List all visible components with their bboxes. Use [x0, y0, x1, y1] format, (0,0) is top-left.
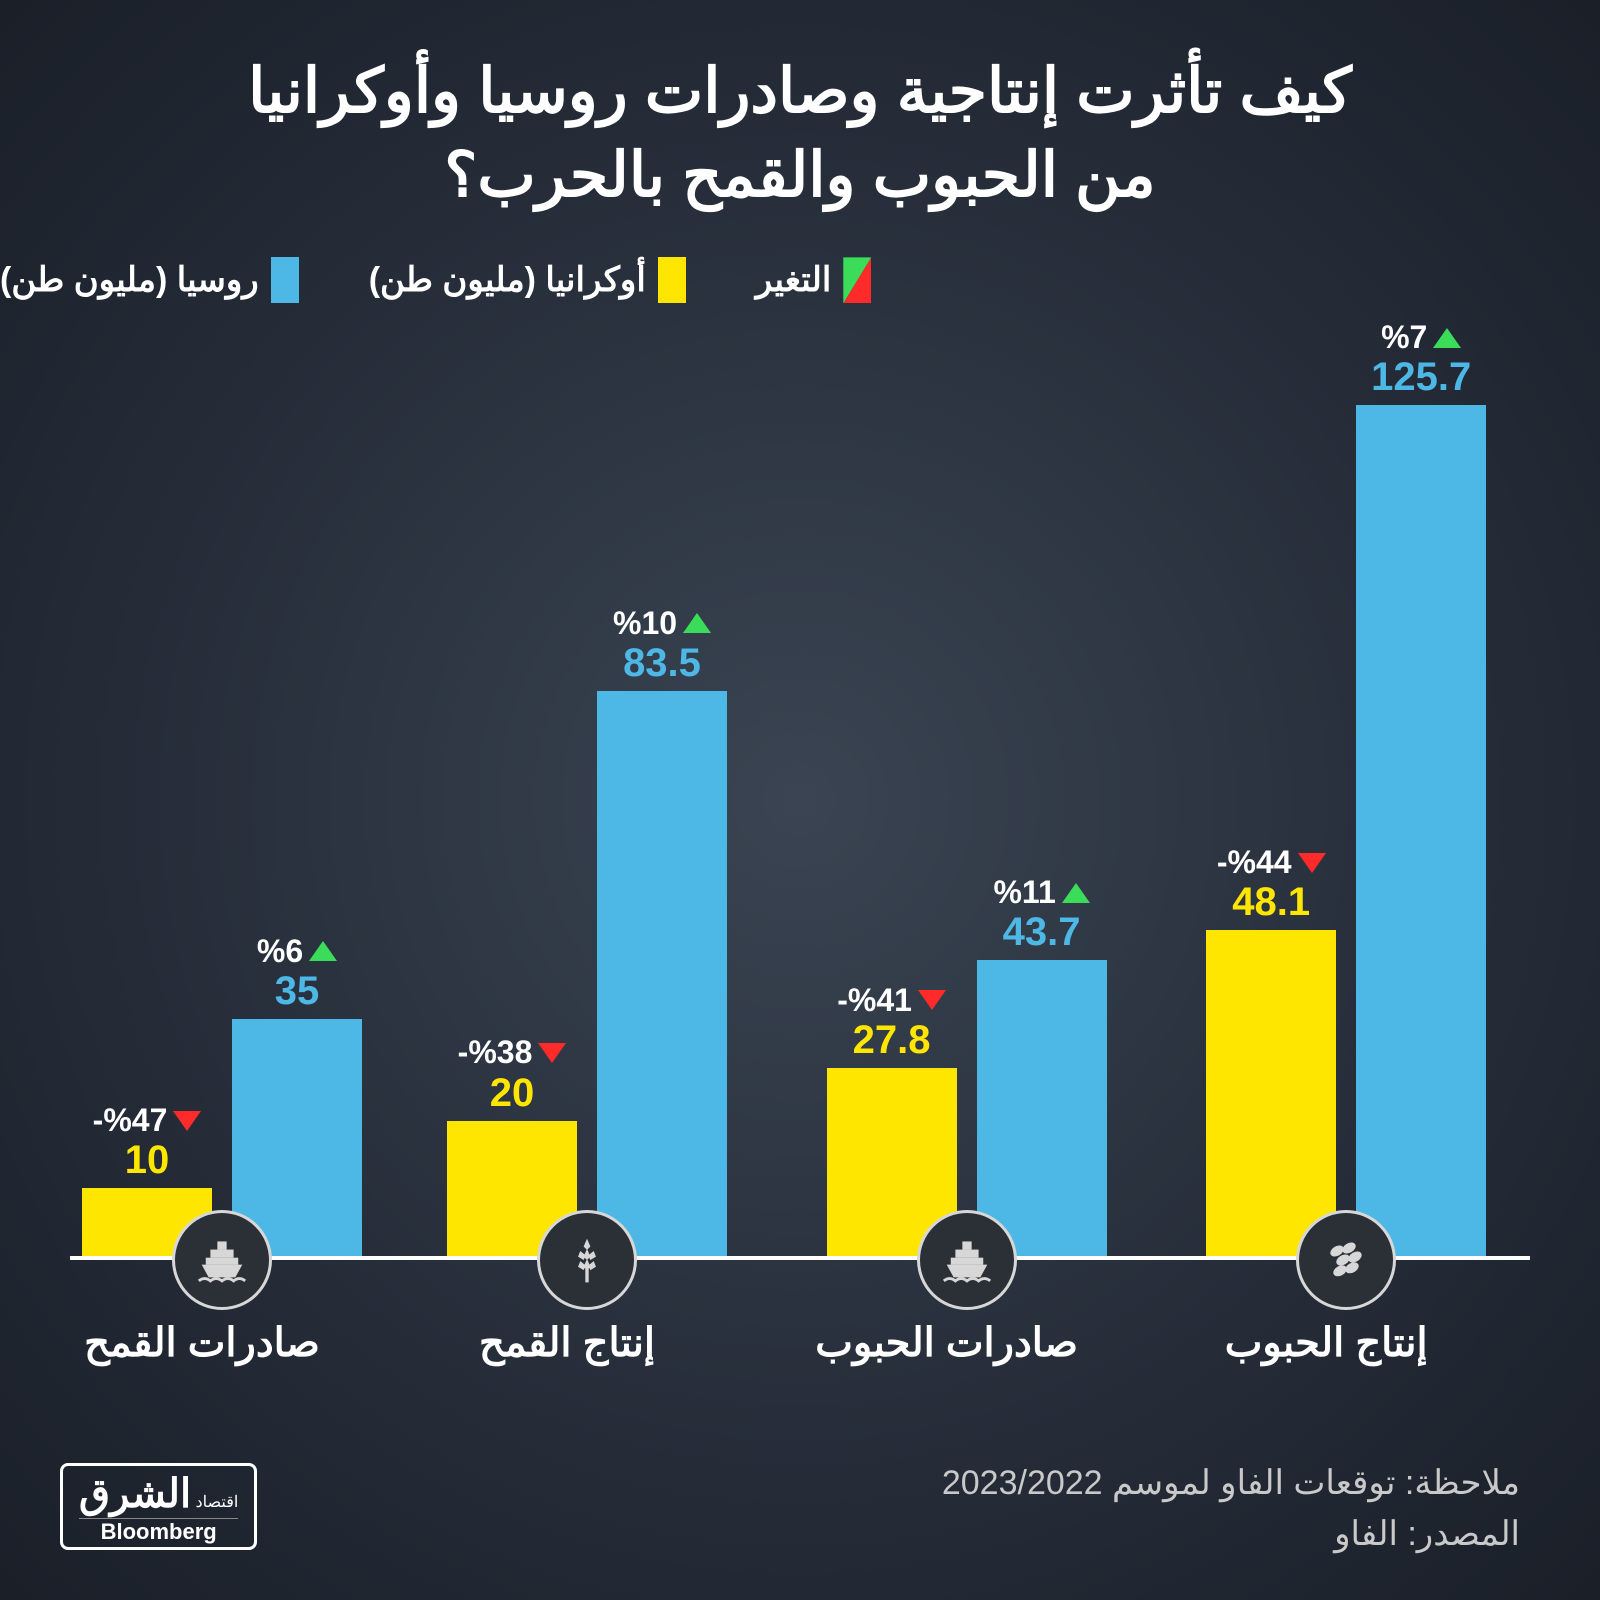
bar-ukraine-label: %44-48.1	[1206, 845, 1336, 924]
bar-ukraine-label: %41-27.8	[827, 983, 957, 1062]
legend-ukraine-swatch	[658, 257, 686, 303]
title-line-2: من الحبوب والقمح بالحرب؟	[444, 141, 1155, 210]
bar-russia	[1356, 405, 1486, 1256]
group-grain_exp: %1143.7%41-27.8صادرات الحبوب	[787, 380, 1107, 1260]
category-label: إنتاج القمح	[407, 1320, 727, 1366]
logo-ar: الشرق	[79, 1472, 191, 1516]
legend: روسيا (مليون طن) أوكرانيا (مليون طن) الت…	[0, 247, 1600, 313]
category-label: صادرات الحبوب	[787, 1320, 1107, 1366]
bar-chart: %7125.7%44-48.1إنتاج الحبوب %1143.7 %41-27…	[70, 380, 1530, 1260]
bar-russia-label: %1143.7	[977, 875, 1107, 954]
legend-russia-label: روسيا (مليون طن)	[0, 260, 259, 300]
legend-change-label: التغير	[756, 260, 832, 300]
logo-sub: اقتصاد	[196, 1494, 239, 1511]
bar-ukraine-label: %47-10	[82, 1103, 212, 1182]
footer-source: المصدر: الفاو	[80, 1509, 1520, 1560]
bar-russia-label: %1083.5	[597, 606, 727, 685]
ship-icon	[917, 1210, 1017, 1310]
category-label: صادرات القمح	[42, 1320, 362, 1366]
bar-ukraine-label: %38-20	[447, 1035, 577, 1114]
bar-russia	[977, 960, 1107, 1256]
chart-title: كيف تأثرت إنتاجية وصادرات روسيا وأوكراني…	[0, 0, 1600, 247]
bar-russia	[597, 691, 727, 1256]
grain-icon	[1296, 1210, 1396, 1310]
wheat-icon	[537, 1210, 637, 1310]
footer: ملاحظة: توقعات الفاو لموسم 2023/2022 الم…	[80, 1458, 1520, 1560]
ship-icon	[172, 1210, 272, 1310]
group-wheat_exp: %635%47-10صادرات القمح	[42, 380, 362, 1260]
legend-ukraine-label: أوكرانيا (مليون طن)	[369, 260, 646, 300]
source-logo: اقتصاد الشرق Bloomberg	[60, 1463, 257, 1550]
legend-russia: روسيا (مليون طن)	[0, 257, 299, 303]
legend-change: التغير	[756, 257, 872, 303]
bar-russia-label: %635	[232, 934, 362, 1013]
legend-russia-swatch	[271, 257, 299, 303]
group-wheat_prod: %1083.5%38-20إنتاج القمح	[407, 380, 727, 1260]
logo-line: اقتصاد الشرق	[79, 1474, 238, 1514]
title-line-1: كيف تأثرت إنتاجية وصادرات روسيا وأوكراني…	[248, 57, 1352, 126]
footer-note: ملاحظة: توقعات الفاو لموسم 2023/2022	[80, 1458, 1520, 1509]
group-grain_prod: %7125.7%44-48.1إنتاج الحبوب	[1166, 380, 1486, 1260]
legend-ukraine: أوكرانيا (مليون طن)	[369, 257, 686, 303]
bar-russia-label: %7125.7	[1356, 320, 1486, 399]
bar-ukraine	[1206, 930, 1336, 1256]
category-label: إنتاج الحبوب	[1166, 1320, 1486, 1366]
logo-bloomberg: Bloomberg	[79, 1518, 238, 1543]
legend-change-swatch	[843, 257, 871, 303]
